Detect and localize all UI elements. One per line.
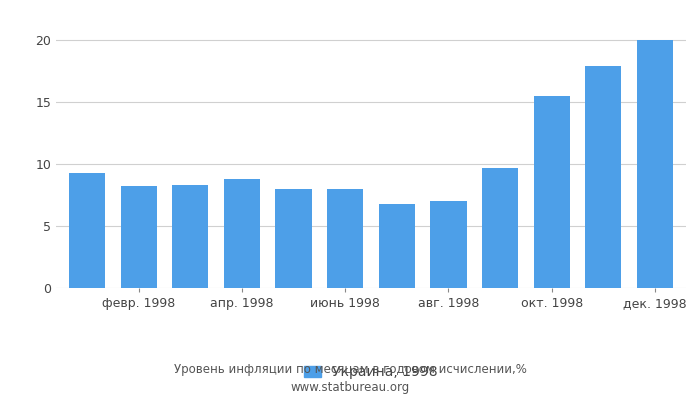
Bar xyxy=(120,186,157,288)
Bar xyxy=(585,66,622,288)
Bar xyxy=(430,201,466,288)
Text: Уровень инфляции по месяцам в годовом исчислении,%: Уровень инфляции по месяцам в годовом ис… xyxy=(174,364,526,376)
Text: www.statbureau.org: www.statbureau.org xyxy=(290,382,410,394)
Bar xyxy=(224,179,260,288)
Bar xyxy=(276,189,312,288)
Bar xyxy=(172,185,209,288)
Bar xyxy=(69,173,105,288)
Bar xyxy=(379,204,415,288)
Legend: Украина, 1998: Украина, 1998 xyxy=(304,365,438,379)
Bar xyxy=(533,96,570,288)
Bar xyxy=(637,40,673,288)
Bar xyxy=(482,168,518,288)
Bar xyxy=(327,189,363,288)
